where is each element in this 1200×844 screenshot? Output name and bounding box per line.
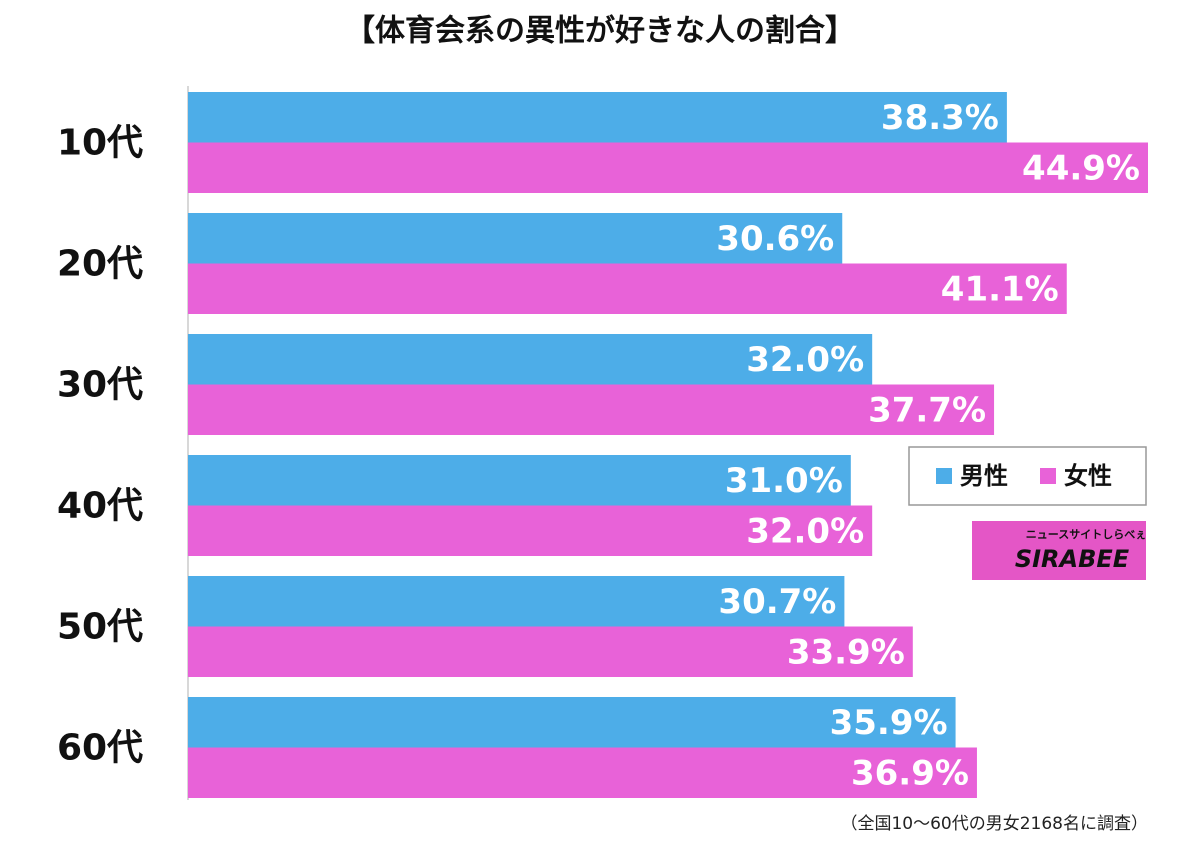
legend-label: 男性 xyxy=(960,462,1008,490)
note: （全国10〜60代の男女2168名に調査） xyxy=(840,814,1148,834)
y-tick-label: 40代 xyxy=(57,486,143,527)
value-label: 30.7% xyxy=(718,582,836,622)
legend-swatch xyxy=(1040,468,1056,484)
bar xyxy=(188,455,851,506)
bar xyxy=(188,142,1148,193)
value-label: 30.6% xyxy=(716,219,834,259)
bar xyxy=(188,213,843,264)
bar xyxy=(188,576,845,627)
value-label: 33.9% xyxy=(787,632,905,672)
value-label: 32.0% xyxy=(746,511,864,551)
logo-text: SIRABEE xyxy=(1015,545,1130,573)
y-tick-label: 30代 xyxy=(57,365,143,406)
chart-title: 【体育会系の異性が好きな人の割合】 xyxy=(345,14,855,49)
bar xyxy=(188,505,873,556)
value-label: 35.9% xyxy=(830,703,948,743)
bar xyxy=(188,747,977,798)
value-label: 31.0% xyxy=(725,461,843,501)
legend-swatch xyxy=(936,468,952,484)
bar xyxy=(188,263,1067,314)
logo-subtext: ニュースサイトしらべぇ xyxy=(1026,528,1146,541)
legend: 男性 女性 xyxy=(908,446,1147,506)
value-label: 32.0% xyxy=(746,340,864,380)
y-tick-label: 20代 xyxy=(57,244,143,285)
y-tick-label: 50代 xyxy=(57,607,143,648)
y-tick-label: 10代 xyxy=(57,123,143,164)
logo-box xyxy=(972,521,1146,580)
value-label: 38.3% xyxy=(881,98,999,138)
bar xyxy=(188,384,995,435)
value-label: 37.7% xyxy=(868,390,986,430)
bar xyxy=(188,334,873,385)
y-tick-label: 60代 xyxy=(57,728,143,769)
bar xyxy=(188,697,956,748)
value-label: 41.1% xyxy=(941,269,1059,309)
value-label: 36.9% xyxy=(851,753,969,793)
logo: SIRABEE ニュースサイトしらべぇ xyxy=(972,521,1146,580)
value-label: 44.9% xyxy=(1022,148,1140,188)
legend-label: 女性 xyxy=(1064,462,1112,490)
legend-box xyxy=(908,446,1147,506)
bar xyxy=(188,92,1007,143)
bar xyxy=(188,626,913,677)
